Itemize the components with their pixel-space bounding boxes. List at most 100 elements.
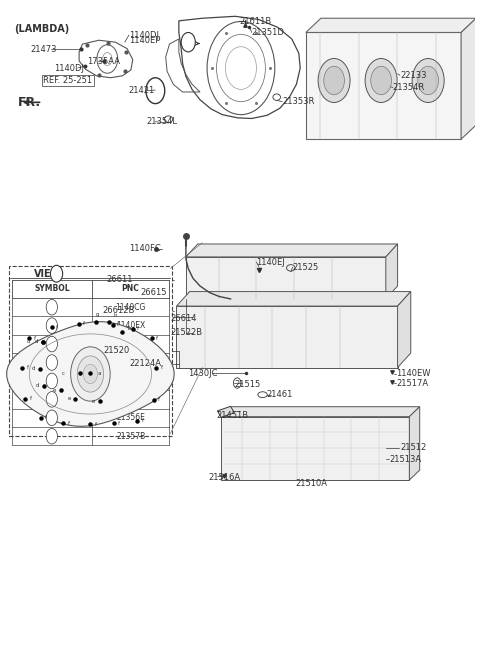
Text: 21461: 21461 bbox=[266, 390, 293, 399]
Circle shape bbox=[46, 300, 58, 315]
Polygon shape bbox=[397, 292, 411, 368]
Text: 21510A: 21510A bbox=[296, 479, 327, 488]
Text: 21522B: 21522B bbox=[170, 328, 203, 337]
Text: f: f bbox=[34, 336, 36, 341]
Text: 1140EB: 1140EB bbox=[116, 395, 145, 404]
Polygon shape bbox=[186, 244, 397, 257]
Text: f: f bbox=[56, 325, 58, 330]
Text: 1140EZ: 1140EZ bbox=[116, 339, 145, 348]
Polygon shape bbox=[461, 18, 476, 139]
Text: g: g bbox=[96, 312, 99, 317]
Polygon shape bbox=[186, 257, 386, 299]
Text: f: f bbox=[118, 420, 120, 426]
Circle shape bbox=[46, 354, 58, 370]
Circle shape bbox=[371, 66, 392, 95]
Polygon shape bbox=[177, 292, 411, 306]
FancyBboxPatch shape bbox=[9, 266, 172, 436]
Text: e: e bbox=[50, 378, 54, 384]
Text: 21512: 21512 bbox=[400, 444, 426, 452]
Text: f: f bbox=[26, 365, 28, 370]
Text: 26612B: 26612B bbox=[102, 306, 134, 315]
Text: e: e bbox=[92, 399, 95, 404]
Text: b: b bbox=[127, 326, 131, 331]
Polygon shape bbox=[7, 321, 174, 426]
Text: FR.: FR. bbox=[18, 96, 41, 109]
Text: 1140FZ: 1140FZ bbox=[116, 376, 145, 385]
Text: 21356E: 21356E bbox=[116, 413, 145, 422]
Text: 1735AA: 1735AA bbox=[87, 57, 120, 66]
Text: 21421: 21421 bbox=[128, 86, 154, 94]
Circle shape bbox=[318, 59, 350, 102]
Text: (LAMBDA): (LAMBDA) bbox=[14, 24, 70, 34]
Text: f: f bbox=[30, 396, 32, 401]
Circle shape bbox=[46, 410, 58, 426]
Text: 22124A: 22124A bbox=[130, 359, 161, 368]
Text: f: f bbox=[142, 418, 144, 423]
Text: d: d bbox=[27, 339, 30, 344]
Text: 22133: 22133 bbox=[400, 71, 426, 80]
Text: d: d bbox=[49, 360, 54, 366]
Polygon shape bbox=[217, 407, 234, 417]
Text: 21357B: 21357B bbox=[116, 432, 145, 441]
Text: f: f bbox=[160, 365, 163, 370]
Text: h: h bbox=[114, 314, 118, 318]
Text: 26615: 26615 bbox=[140, 288, 167, 297]
Text: h: h bbox=[49, 433, 54, 440]
Text: 1140EX: 1140EX bbox=[116, 321, 145, 330]
Text: PNC: PNC bbox=[122, 284, 140, 293]
Text: 21473: 21473 bbox=[31, 45, 57, 53]
Circle shape bbox=[77, 356, 104, 392]
Text: 1140EJ: 1140EJ bbox=[256, 257, 285, 267]
Text: 21525: 21525 bbox=[293, 263, 319, 272]
Text: A: A bbox=[53, 269, 60, 279]
Circle shape bbox=[412, 59, 444, 102]
Text: 26614: 26614 bbox=[170, 314, 197, 323]
Circle shape bbox=[181, 32, 195, 52]
Text: 21611B: 21611B bbox=[239, 17, 271, 26]
Text: 21451B: 21451B bbox=[216, 411, 249, 420]
Text: 21516A: 21516A bbox=[208, 473, 240, 482]
Text: 21354R: 21354R bbox=[393, 83, 425, 92]
Text: 1140FC: 1140FC bbox=[130, 244, 161, 253]
Text: f: f bbox=[117, 322, 119, 327]
Text: 21520: 21520 bbox=[104, 346, 130, 355]
Text: c: c bbox=[50, 341, 54, 347]
Text: A: A bbox=[185, 38, 192, 47]
Text: b: b bbox=[49, 323, 54, 329]
Text: f: f bbox=[158, 397, 160, 403]
Text: 21353R: 21353R bbox=[282, 97, 315, 106]
Text: 1140EP: 1140EP bbox=[130, 36, 161, 46]
Text: f: f bbox=[67, 420, 70, 426]
Text: f: f bbox=[83, 321, 85, 326]
Text: 21354L: 21354L bbox=[146, 117, 177, 126]
Text: VIEW: VIEW bbox=[34, 269, 62, 279]
Text: e: e bbox=[67, 396, 71, 401]
Text: f: f bbox=[45, 415, 47, 420]
Polygon shape bbox=[177, 306, 397, 368]
Polygon shape bbox=[221, 416, 409, 480]
Circle shape bbox=[71, 346, 110, 401]
Circle shape bbox=[418, 66, 439, 95]
Text: 1140FR: 1140FR bbox=[116, 358, 145, 367]
Circle shape bbox=[46, 373, 58, 389]
Text: f: f bbox=[137, 326, 139, 331]
Text: 21351D: 21351D bbox=[252, 28, 285, 37]
Text: f: f bbox=[50, 397, 53, 403]
Circle shape bbox=[365, 59, 397, 102]
Polygon shape bbox=[306, 32, 461, 139]
Text: 26611: 26611 bbox=[106, 275, 132, 284]
Text: d: d bbox=[31, 366, 35, 372]
Polygon shape bbox=[409, 407, 420, 480]
Text: REF. 25-251: REF. 25-251 bbox=[43, 76, 93, 85]
Text: 1140DJ: 1140DJ bbox=[54, 63, 84, 73]
Text: g: g bbox=[49, 414, 54, 421]
Text: 21517A: 21517A bbox=[396, 379, 428, 387]
Text: 1140DJ: 1140DJ bbox=[130, 30, 159, 40]
Polygon shape bbox=[306, 18, 476, 32]
Text: f: f bbox=[156, 336, 158, 341]
Text: e: e bbox=[53, 387, 57, 393]
Polygon shape bbox=[221, 407, 420, 416]
Circle shape bbox=[46, 428, 58, 444]
Circle shape bbox=[46, 391, 58, 407]
Text: a: a bbox=[50, 304, 54, 310]
